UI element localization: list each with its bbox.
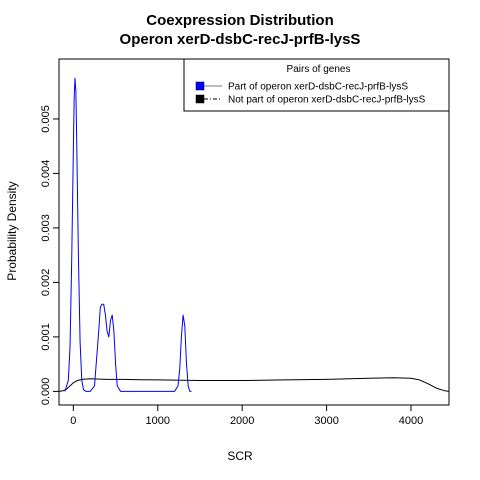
legend-swatch (195, 94, 205, 104)
series-layer (58, 77, 450, 392)
legend-title: Pairs of genes (287, 64, 351, 75)
chart-title-line-1: Coexpression Distribution (146, 12, 334, 29)
legend: Pairs of genes Part of operon xerD-dsbC-… (183, 58, 450, 112)
chart-title-line-2: Operon xerD-dsbC-recJ-prfB-lysS (119, 31, 361, 48)
x-tick-label: 1000 (146, 415, 170, 427)
legend-entry-label: Part of operon xerD-dsbC-recJ-prfB-lysS (228, 82, 408, 93)
y-axis-label: Probability Density (5, 181, 19, 281)
legend-swatch (195, 81, 205, 91)
y-tick-label: 0.002 (40, 269, 52, 297)
x-tick-label: 3000 (314, 415, 338, 427)
legend-box (183, 58, 450, 112)
series-line-0 (64, 77, 192, 392)
y-tick-label: 0.005 (40, 105, 52, 133)
x-tick-label: 4000 (399, 415, 423, 427)
x-tick-label: 2000 (230, 415, 254, 427)
y-axis: 0.000 0.001 0.002 0.003 0.004 0.005 (40, 105, 59, 405)
x-tick-label: 0 (70, 415, 76, 427)
y-tick-label: 0.000 (40, 378, 52, 406)
x-axis-label: SCR (227, 449, 253, 463)
y-tick-label: 0.004 (40, 160, 52, 188)
y-tick-label: 0.001 (40, 323, 52, 351)
legend-entry-label: Not part of operon xerD-dsbC-recJ-prfB-l… (228, 95, 426, 106)
x-axis: 0 1000 2000 3000 4000 (70, 405, 423, 427)
y-tick-label: 0.003 (40, 214, 52, 242)
